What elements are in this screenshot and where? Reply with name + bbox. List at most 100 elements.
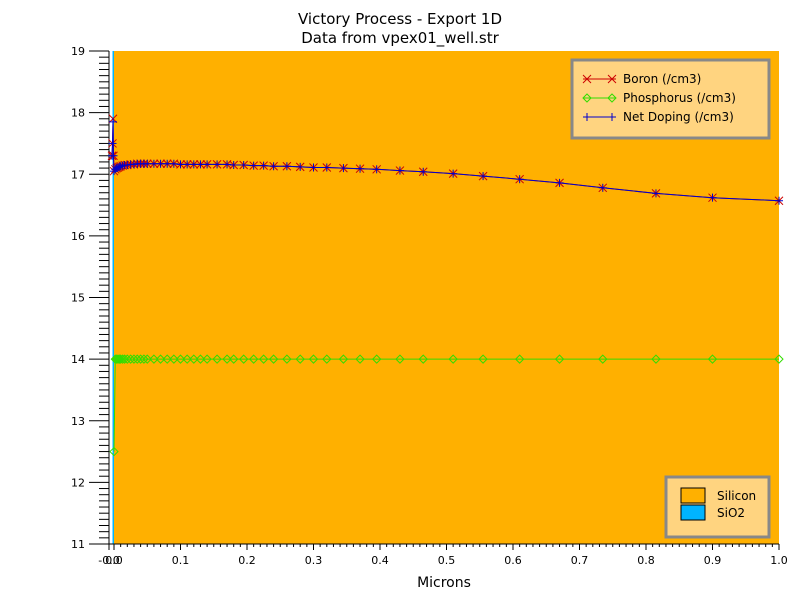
series-point-phosphorus: [212, 354, 222, 364]
legend-marker-net: [583, 113, 591, 121]
series-point-net: [169, 159, 178, 168]
series-point-net: [223, 160, 232, 169]
y-tick-label: 17: [71, 168, 85, 181]
series-point-net: [108, 139, 117, 148]
series-point-phosphorus: [707, 354, 718, 364]
series-legend: Boron (/cm3) Phosphorus (/cm3) Net Doping …: [570, 58, 771, 140]
series-point-phosphorus: [142, 354, 152, 364]
legend-marker-boron: [607, 74, 617, 84]
series-point-net: [269, 162, 278, 171]
legend-label-net: Net Doping (/cm3): [623, 110, 734, 124]
x-tick-label: -0.0: [98, 554, 119, 567]
series-point-phosphorus: [162, 354, 172, 364]
series-point-phosphorus: [308, 354, 319, 364]
series-point-net: [419, 167, 428, 176]
series-point-phosphorus: [175, 354, 186, 364]
x-tick-label: 0.1: [172, 554, 190, 567]
x-tick-label: 1.0: [770, 554, 788, 567]
x-tick-label: 0.5: [438, 554, 456, 567]
series-point-net: [116, 162, 125, 171]
series-point-phosphorus: [295, 354, 305, 364]
series-point-phosphorus: [182, 354, 192, 364]
series-point-net: [213, 160, 222, 169]
material-legend: Silicon SiO2: [664, 475, 771, 539]
series-point-phosphorus: [228, 354, 239, 364]
series-point-net: [123, 161, 132, 170]
y-tick-label: 11: [71, 538, 85, 551]
legend-label-silicon: Silicon: [717, 489, 756, 503]
y-tick-label: 19: [71, 45, 85, 58]
series-point-net: [395, 166, 404, 175]
series-point-phosphorus: [202, 354, 212, 364]
legend-swatch-silicon: [680, 487, 706, 504]
chart-title: Victory Process - Export 1D: [298, 10, 502, 28]
series-point-phosphorus: [139, 354, 149, 364]
series-point-net: [322, 163, 331, 172]
series-point-net: [259, 161, 268, 170]
x-tick-label: 0.8: [637, 554, 655, 567]
series-point-phosphorus: [149, 354, 159, 364]
y-tick-label: 14: [71, 353, 85, 366]
x-axis-label: Microns: [417, 575, 471, 591]
series-point-phosphorus: [195, 354, 206, 364]
series-point-net: [109, 117, 117, 126]
series-point-phosphorus: [478, 354, 488, 364]
legend-marker-phosphorus: [582, 93, 592, 103]
series-point-net: [296, 162, 305, 171]
series-point-phosphorus: [125, 354, 136, 364]
y-tick-label: 12: [71, 476, 85, 489]
series-point-net: [115, 162, 124, 171]
axes: 11 12 13 14 15 16 17 18 19 -0.00.0 0.1 0.2 0.3 0.4 0.5…: [71, 45, 788, 567]
chart-subtitle: Data from vpex01_well.str: [301, 29, 499, 48]
series-point-net: [239, 161, 248, 170]
series-point-net: [479, 172, 488, 181]
series-point-phosphorus: [258, 354, 269, 364]
region-sio2: [112, 51, 114, 544]
series-point-phosphorus: [222, 354, 232, 364]
series-point-net: [449, 169, 458, 178]
series-point-net: [708, 193, 717, 202]
series-point-net: [339, 164, 348, 173]
x-tick-label: 0.9: [704, 554, 722, 567]
x-tick-label: 0.2: [238, 554, 256, 567]
legend-marker-phosphorus: [607, 93, 617, 103]
series-point-net: [129, 160, 138, 169]
series-point-phosphorus: [418, 354, 428, 364]
series-point-phosphorus: [155, 354, 166, 364]
x-tick-label: 0.3: [305, 554, 323, 567]
series-point-phosphorus: [169, 354, 179, 364]
series-point-net: [651, 189, 660, 198]
series-point-phosphorus: [554, 354, 565, 364]
series-point-phosphorus: [129, 354, 139, 364]
series-point-net: [309, 163, 318, 172]
series-point-phosphorus: [189, 354, 199, 364]
x-tick-label: 0.7: [571, 554, 589, 567]
y-tick-label: 16: [71, 230, 85, 243]
series-point-net: [203, 160, 212, 169]
series-point-phosphorus: [371, 354, 382, 364]
series-point-net: [598, 183, 607, 192]
series-point-phosphorus: [268, 354, 279, 364]
series-point-net: [356, 164, 365, 173]
series-point-net: [372, 165, 381, 174]
x-tick-label: 0.0: [105, 554, 123, 567]
series-point-net: [515, 175, 524, 184]
series-point-phosphorus: [448, 354, 458, 364]
legend-label-phosphorus: Phosphorus (/cm3): [623, 91, 736, 105]
y-tick-label: 15: [71, 292, 85, 305]
series-point-phosphorus: [132, 354, 142, 364]
legend-label-sio2: SiO2: [717, 506, 745, 520]
series-point-phosphorus: [395, 354, 405, 364]
series-point-phosphorus: [115, 354, 126, 364]
series-point-phosphorus: [338, 354, 349, 364]
legend-swatch-sio2: [680, 504, 706, 521]
series-point-net: [282, 162, 291, 171]
series-point-phosphorus: [598, 354, 608, 364]
series-point-net: [249, 161, 258, 170]
series-point-phosphorus: [322, 354, 332, 364]
series-point-net: [555, 178, 564, 187]
series-point-phosphorus: [248, 354, 259, 364]
series-group: [107, 114, 784, 457]
y-tick-label: 18: [71, 107, 85, 120]
